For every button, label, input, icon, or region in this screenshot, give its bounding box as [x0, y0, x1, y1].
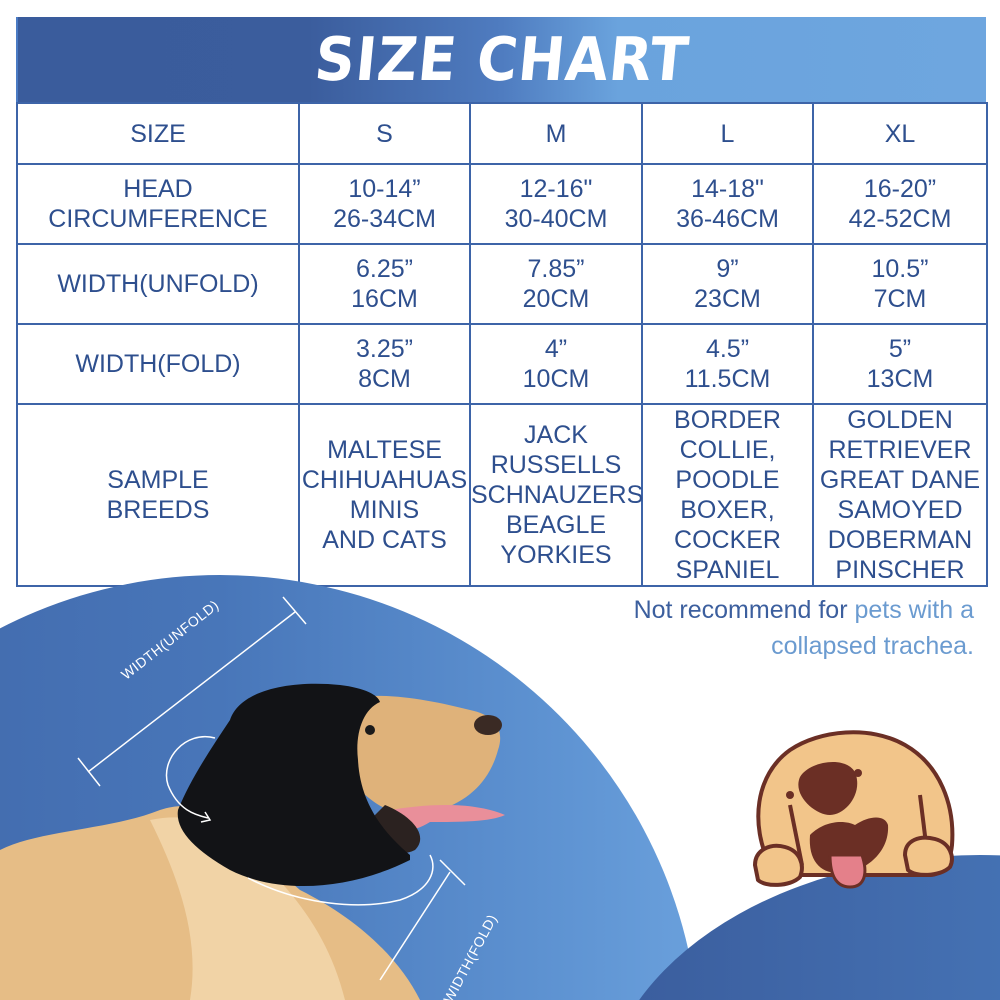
- breed: MINIS: [349, 496, 420, 524]
- size-table: SIZE S M L XL HEAD CIRCUMFERENCE 10-14” 2…: [16, 102, 988, 587]
- breeds-l: BORDER COLLIE, POODLE BOXER, COCKER SPAN…: [641, 403, 814, 587]
- breed: COCKER SPANIEL: [674, 526, 781, 584]
- size-chart-banner: SIZE CHART: [16, 17, 986, 103]
- cm-value: 36-46CM: [676, 205, 779, 233]
- breed: CHIHUAHUAS: [301, 466, 468, 494]
- cm-value: 20CM: [522, 285, 590, 313]
- column-header-size: SIZE: [16, 102, 300, 165]
- cell-m: 12-16" 30-40CM: [469, 163, 643, 245]
- cell-xl: 10.5” 7CM: [812, 243, 988, 325]
- inch-value: 16-20”: [863, 175, 937, 203]
- cm-value: 16CM: [351, 285, 418, 313]
- breed: SAMOYED: [837, 496, 963, 524]
- breed: AND CATS: [322, 526, 447, 554]
- warning-text-light: pets with a: [854, 596, 974, 624]
- warning-text-dark: Not recommend for: [633, 596, 855, 624]
- row-label: SAMPLE BREEDS: [16, 403, 300, 587]
- table-row-head-circumference: HEAD CIRCUMFERENCE 10-14” 26-34CM 12-16" 3…: [16, 163, 988, 245]
- cm-value: 23CM: [694, 285, 761, 313]
- cm-value: 10CM: [522, 365, 590, 393]
- row-label-line: HEAD: [123, 175, 193, 203]
- column-header-xl: XL: [812, 102, 988, 165]
- cell-xl: 5” 13CM: [812, 323, 988, 405]
- breeds-s: MALTESE CHIHUAHUAS MINIS AND CATS: [298, 403, 471, 587]
- row-label-line: WIDTH(UNFOLD): [57, 270, 259, 298]
- row-label-line: CIRCUMFERENCE: [48, 205, 268, 233]
- breeds-m: JACK RUSSELLS SCHNAUZERS BEAGLE YORKIES: [469, 403, 644, 587]
- cm-value: 8CM: [358, 365, 411, 393]
- breed: MALTESE: [327, 436, 442, 464]
- cm-value: 11.5CM: [684, 365, 771, 393]
- breeds-xl: GOLDEN RETRIEVER GREAT DANE SAMOYED DOBE…: [812, 403, 988, 587]
- cartoon-dog-icon: [752, 730, 955, 889]
- breed: DOBERMAN PINSCHER: [827, 526, 973, 584]
- column-header-m: M: [469, 102, 643, 165]
- cell-s: 6.25” 16CM: [298, 243, 471, 325]
- cm-value: 42-52CM: [848, 205, 952, 233]
- cell-l: 4.5” 11.5CM: [641, 323, 814, 405]
- cell-s: 3.25” 8CM: [298, 323, 471, 405]
- breed: SCHNAUZERS: [471, 481, 644, 509]
- inch-value: 5”: [888, 335, 912, 363]
- inch-value: 6.25”: [356, 255, 413, 283]
- inch-value: 10-14”: [348, 175, 421, 203]
- cell-l: 14-18" 36-46CM: [641, 163, 814, 245]
- breed: BOXER,: [680, 496, 775, 524]
- inch-value: 9”: [716, 255, 739, 283]
- table-header-row: SIZE S M L XL: [16, 102, 988, 165]
- column-header-l: L: [641, 102, 814, 165]
- cell-l: 9” 23CM: [641, 243, 814, 325]
- trachea-warning: Not recommend for pets with a collapsed …: [544, 592, 974, 664]
- inch-value: 3.25”: [356, 335, 413, 363]
- inch-value: 4”: [544, 335, 568, 363]
- product-illustration: WIDTH(UNFOLD) WIDTH(FOLD): [0, 560, 1000, 1000]
- table-row-sample-breeds: SAMPLE BREEDS MALTESE CHIHUAHUAS MINIS A…: [16, 403, 988, 587]
- row-label: HEAD CIRCUMFERENCE: [16, 163, 300, 245]
- table-row-width-unfold: WIDTH(UNFOLD) 6.25” 16CM 7.85” 20CM 9” 23CM…: [16, 243, 988, 325]
- cm-value: 7CM: [873, 285, 927, 313]
- row-label-line: BREEDS: [106, 496, 210, 524]
- breed: GREAT DANE: [819, 466, 981, 494]
- row-label-line: WIDTH(FOLD): [75, 350, 241, 378]
- breed: BORDER COLLIE,: [674, 406, 781, 464]
- cm-value: 26-34CM: [333, 205, 436, 233]
- breed: JACK RUSSELLS: [490, 421, 622, 479]
- cm-value: 30-40CM: [504, 205, 608, 233]
- dog-wearing-snood-photo: [0, 596, 505, 1000]
- cell-m: 7.85” 20CM: [469, 243, 643, 325]
- column-header-s: S: [298, 102, 471, 165]
- warning-text-light-2: collapsed trachea.: [771, 632, 974, 660]
- inch-value: 12-16": [519, 175, 593, 203]
- breed: POODLE: [675, 466, 780, 494]
- row-label: WIDTH(UNFOLD): [16, 243, 300, 325]
- inch-value: 4.5”: [705, 335, 750, 363]
- breed: YORKIES: [500, 541, 612, 569]
- cell-m: 4” 10CM: [469, 323, 643, 405]
- inch-value: 14-18": [691, 175, 764, 203]
- table-row-width-fold: WIDTH(FOLD) 3.25” 8CM 4” 10CM 4.5” 11.5CM 5…: [16, 323, 988, 405]
- breed: BEAGLE: [505, 511, 607, 539]
- inch-value: 10.5”: [871, 255, 929, 283]
- chart-title: SIZE CHART: [311, 25, 693, 95]
- row-label: WIDTH(FOLD): [16, 323, 300, 405]
- breed: GOLDEN RETRIEVER: [828, 406, 972, 464]
- cm-value: 13CM: [866, 365, 934, 393]
- inch-value: 7.85”: [527, 255, 585, 283]
- row-label-line: SAMPLE: [107, 466, 209, 494]
- cell-s: 10-14” 26-34CM: [298, 163, 471, 245]
- cell-xl: 16-20” 42-52CM: [812, 163, 988, 245]
